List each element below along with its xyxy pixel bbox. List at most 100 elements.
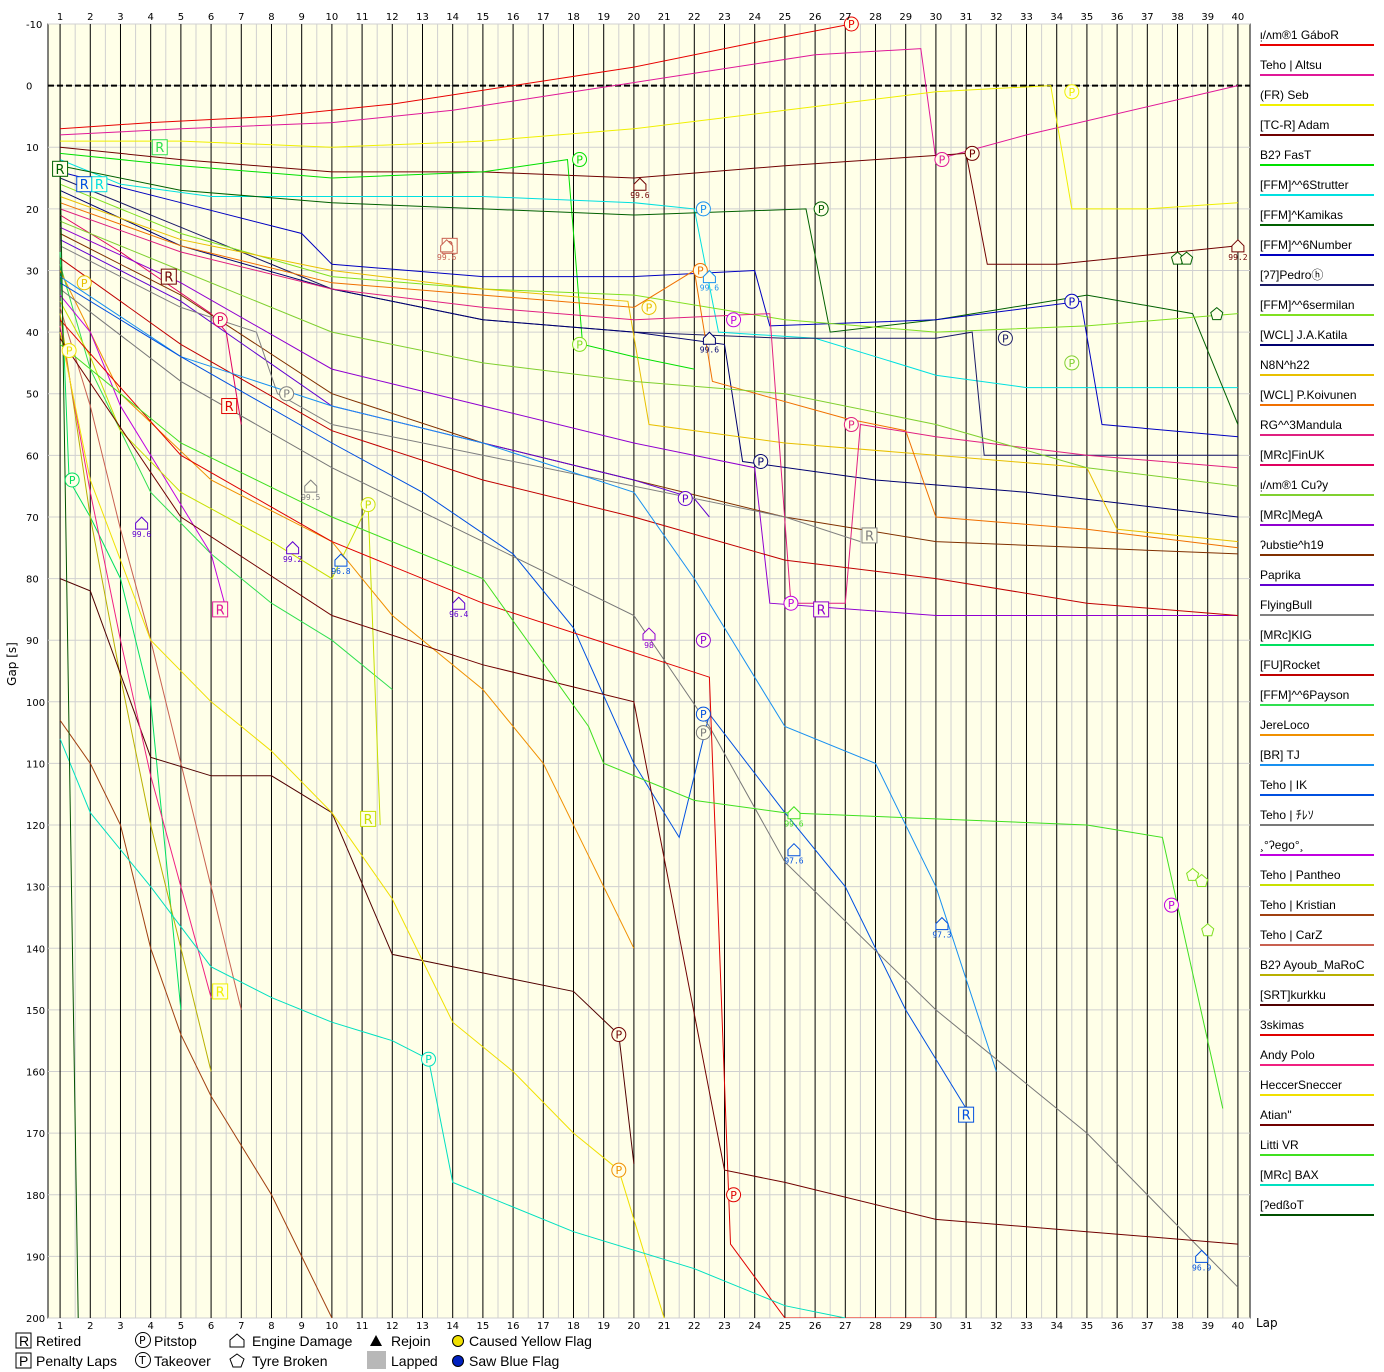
x-tick-label-top: 39 <box>1201 12 1214 23</box>
pitstop-marker-label: P <box>700 708 707 721</box>
pitstop-marker-label: P <box>615 1029 622 1042</box>
pitstop-marker-label: P <box>1068 357 1075 370</box>
x-tick-label-bottom: 36 <box>1111 1321 1124 1332</box>
engine-damage-value: 99.6 <box>132 530 151 539</box>
pitstop-marker-label: P <box>700 634 707 647</box>
penalty-key-symbol <box>15 1352 32 1369</box>
pitstop-marker <box>64 472 80 488</box>
x-tick-label-bottom: 10 <box>326 1321 339 1332</box>
x-tick-label-top: 25 <box>779 12 792 23</box>
pitstop-marker <box>279 386 295 402</box>
blue-flag-key-symbol <box>452 1355 464 1367</box>
legend-entry-label: [BR] TJ <box>1260 748 1300 762</box>
pitstop-marker-label: P <box>283 388 290 401</box>
pitstop-marker <box>360 497 376 513</box>
pitstop-marker <box>61 343 77 359</box>
x-tick-label-bottom: 29 <box>899 1321 912 1332</box>
retired-key-symbol <box>15 1332 32 1349</box>
pitstop-marker <box>1163 897 1179 913</box>
engine-damage-value: 97.3 <box>932 931 951 940</box>
yellow-flag-key-label: Caused Yellow Flag <box>469 1333 592 1349</box>
legend-entry-label: [MRc]FinUK <box>1260 448 1325 462</box>
x-tick-label-bottom: 17 <box>537 1321 550 1332</box>
legend-entry-label: (FR) Seb <box>1260 88 1309 102</box>
x-tick-label-top: 26 <box>809 12 822 23</box>
series-line <box>59 202 1238 549</box>
series-line <box>59 220 1238 487</box>
y-tick-label: 10 <box>26 143 39 154</box>
retired-marker <box>813 601 830 618</box>
legend-entry-label: 3skimas <box>1260 1018 1304 1032</box>
engine-damage-marker <box>935 916 949 931</box>
series-line <box>59 738 846 1318</box>
x-tick-label-bottom: 18 <box>567 1321 580 1332</box>
legend-entry-label: [MRc] BAX <box>1260 1168 1319 1182</box>
x-tick-label-bottom: 34 <box>1050 1321 1063 1332</box>
retired-marker-label: R <box>80 178 89 193</box>
lapped-key-symbol <box>367 1351 386 1369</box>
retired-marker-label: R <box>225 400 234 415</box>
x-tick-label-top: 32 <box>990 12 1003 23</box>
legend-entry-label: Paprika <box>1260 568 1301 582</box>
pitstop-marker-label: P <box>365 499 372 512</box>
x-tick-label-bottom: 9 <box>299 1321 305 1332</box>
engine-key-symbol <box>229 1333 245 1348</box>
pitstop-marker-label: P <box>576 154 583 167</box>
penalty-key-letter: P <box>19 1353 28 1369</box>
legend-entry-label: [ʔedßoT <box>1260 1198 1305 1212</box>
x-tick-label-bottom: 3 <box>117 1321 123 1332</box>
retired-marker-label: R <box>817 603 826 618</box>
grid <box>48 23 1250 1319</box>
retired-marker <box>151 139 168 156</box>
legend-entry-label: [WCL] P.Koivunen <box>1260 388 1357 402</box>
engine-damage-value: 99.5 <box>301 493 320 502</box>
pitstop-marker-label: P <box>848 18 855 31</box>
engine-damage-value: 99.6 <box>437 253 456 262</box>
legend-entry-label: Litti VR <box>1260 1138 1299 1152</box>
engine-damage-marker <box>787 806 801 820</box>
pitstop-marker <box>753 453 769 469</box>
pitstop-marker-label: P <box>969 147 976 160</box>
pitstop-marker-label: P <box>69 474 76 487</box>
x-tick-label-top: 10 <box>326 12 339 23</box>
engine-damage-marker <box>787 842 801 857</box>
series-line <box>59 177 1238 456</box>
x-tick-label-bottom: 13 <box>416 1321 429 1332</box>
y-tick-label: 110 <box>26 759 45 770</box>
x-tick-label-bottom: 22 <box>688 1321 701 1332</box>
x-axis-label: Lap <box>1256 1316 1278 1330</box>
engine-damage-marker <box>135 516 149 530</box>
legend-entry-label: B2ʔ Ayoub_MaRoC <box>1260 958 1365 972</box>
x-tick-label-bottom: 30 <box>930 1321 943 1332</box>
legend-entry-label: [MRc]MegA <box>1260 508 1323 522</box>
legend-entry-label: ¸°ʔego°¸ <box>1260 838 1304 852</box>
series-line <box>59 214 242 425</box>
x-tick-label-top: 2 <box>87 12 93 23</box>
symbol-key: R Retired P Pitstop Engine Damage Rejoin… <box>15 1332 592 1369</box>
x-tick-label-top: 14 <box>446 12 459 23</box>
legend-entry-label: RG^^3Mandula <box>1260 418 1342 432</box>
pitstop-marker <box>641 299 657 315</box>
engine-damage-value: 99.6 <box>700 284 719 293</box>
y-tick-label: 50 <box>26 390 39 401</box>
series-line <box>60 152 695 370</box>
pitstop-marker <box>695 632 711 648</box>
x-tick-label-top: 28 <box>869 12 882 23</box>
engine-damage-marker <box>452 596 466 610</box>
legend-entry-label: Teho | Pantheo <box>1260 868 1341 882</box>
retired-key-label: Retired <box>36 1333 81 1349</box>
takeover-key-label: Takeover <box>154 1353 211 1369</box>
series-line <box>59 325 212 998</box>
engine-damage-value: 96.9 <box>1192 1263 1211 1272</box>
y-tick-label: 100 <box>26 698 45 709</box>
series-line <box>59 196 1238 543</box>
pitstop-marker-label: P <box>66 345 73 358</box>
x-tick-label-top: 36 <box>1111 12 1124 23</box>
legend-entry-label: HeccerSneccer <box>1260 1078 1342 1092</box>
x-tick-label-bottom: 35 <box>1081 1321 1094 1332</box>
series-line <box>59 288 1239 1288</box>
y-tick-label: 70 <box>26 513 39 524</box>
series-line <box>59 208 1238 604</box>
x-tick-label-bottom: 7 <box>238 1321 244 1332</box>
pitstop-marker-label: P <box>1168 899 1175 912</box>
